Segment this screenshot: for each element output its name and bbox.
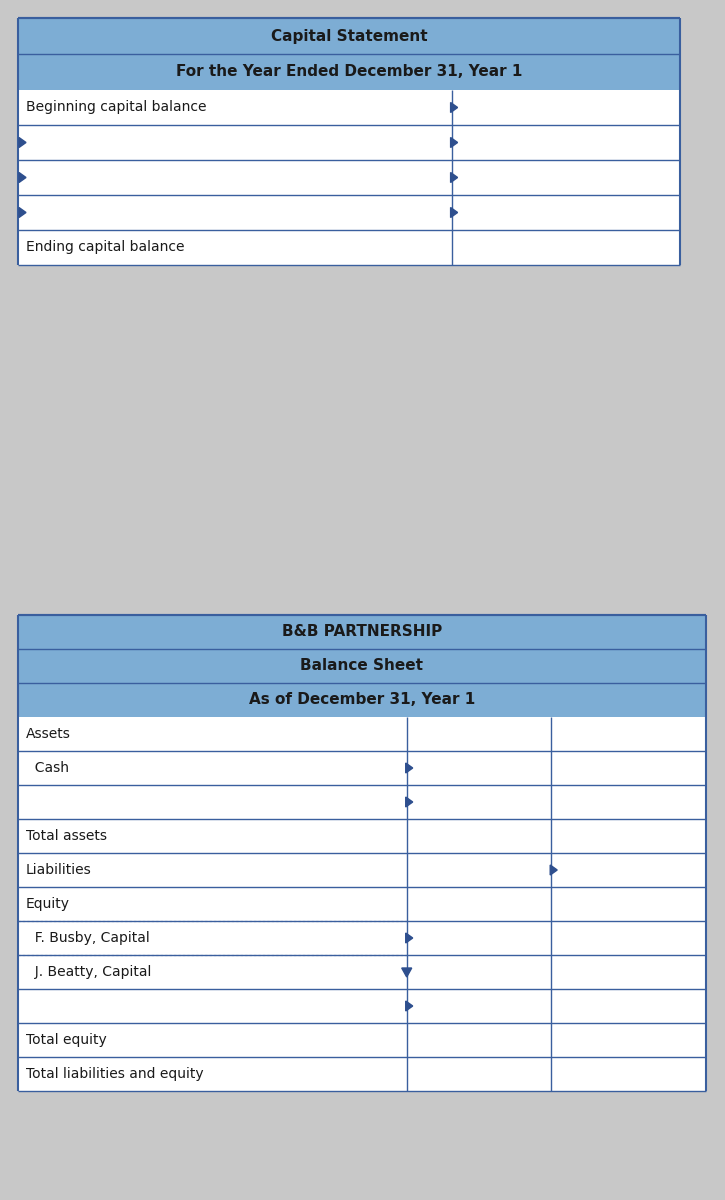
Text: B&B PARTNERSHIP: B&B PARTNERSHIP [282,624,442,640]
Polygon shape [451,173,457,182]
Bar [18,18,680,54]
Polygon shape [406,1001,413,1010]
Text: J. Beatty, Capital: J. Beatty, Capital [26,965,152,979]
Text: Liabilities: Liabilities [26,863,92,877]
Text: Total liabilities and equity: Total liabilities and equity [26,1067,204,1081]
Polygon shape [406,934,413,943]
Bar [18,160,680,194]
Polygon shape [550,865,558,875]
Bar [18,614,706,649]
Polygon shape [451,138,457,148]
Bar [18,818,706,853]
Text: Balance Sheet: Balance Sheet [300,659,423,673]
Bar [18,989,706,1022]
Text: Total assets: Total assets [26,829,107,842]
Text: Beginning capital balance: Beginning capital balance [26,101,207,114]
Bar [18,1057,706,1091]
Bar [18,125,680,160]
Text: Cash: Cash [26,761,69,775]
Polygon shape [406,763,413,773]
Bar [18,716,706,751]
Bar [18,683,706,716]
Polygon shape [19,173,26,182]
Bar [18,54,680,90]
Text: Total equity: Total equity [26,1033,107,1046]
Text: For the Year Ended December 31, Year 1: For the Year Ended December 31, Year 1 [175,65,522,79]
Polygon shape [451,102,457,113]
Text: Assets: Assets [26,727,71,740]
Bar [18,90,680,125]
Text: Equity: Equity [26,898,70,911]
Bar [18,785,706,818]
Bar [18,230,680,265]
Bar [18,649,706,683]
Bar [18,922,706,955]
Bar [18,955,706,989]
Bar [18,853,706,887]
Text: As of December 31, Year 1: As of December 31, Year 1 [249,692,475,708]
Text: Capital Statement: Capital Statement [270,29,427,43]
Bar [18,751,706,785]
Polygon shape [19,208,26,217]
Text: F. Busby, Capital: F. Busby, Capital [26,931,150,946]
Text: Ending capital balance: Ending capital balance [26,240,184,254]
Bar [18,194,680,230]
Polygon shape [19,138,26,148]
Polygon shape [402,968,412,977]
Polygon shape [406,797,413,806]
Bar [18,1022,706,1057]
Bar [18,887,706,922]
Polygon shape [451,208,457,217]
